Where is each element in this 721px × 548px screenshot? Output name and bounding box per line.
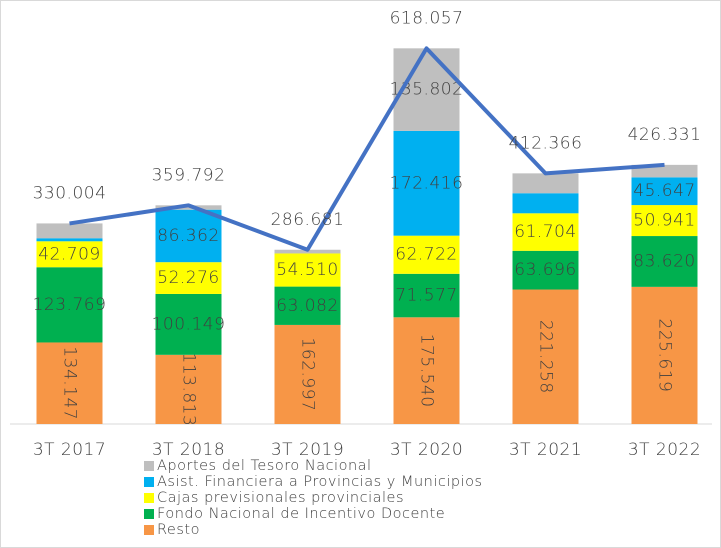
bar-segment: [274, 324, 341, 424]
legend-swatch: [144, 477, 154, 487]
x-tick-label: 3T 2022: [628, 440, 701, 460]
data-label: 123.769: [33, 295, 107, 315]
total-label: 286.681: [271, 210, 345, 230]
legend-swatch: [144, 461, 154, 471]
total-label: 359.792: [152, 165, 226, 185]
data-label: 175.540: [417, 334, 437, 408]
bar-segment: [393, 48, 460, 131]
legend-label: Fondo Nacional de Incentivo Docente: [157, 506, 445, 522]
bar-segment: [36, 238, 103, 242]
legend-label: Resto: [157, 522, 200, 538]
x-tick-label: 3T 2019: [271, 440, 344, 460]
bar-segment: [393, 317, 460, 424]
legend-label: Cajas previsionales provinciales: [157, 490, 404, 506]
bar-segment: [155, 205, 222, 210]
data-label: 162.997: [298, 338, 318, 412]
bar-segment: [393, 273, 460, 318]
total-label: 618.057: [390, 8, 464, 28]
data-label: 71.577: [395, 286, 457, 306]
x-tick-label: 3T 2020: [390, 440, 463, 460]
data-label: 54.510: [276, 260, 338, 280]
total-label: 330.004: [33, 183, 107, 203]
x-tick-label: 3T 2017: [33, 440, 106, 460]
bar-segment: [512, 193, 579, 214]
data-label: 61.704: [514, 222, 576, 242]
data-label: 134.147: [60, 346, 80, 420]
data-label: 86.362: [157, 226, 219, 246]
legend-swatch: [144, 509, 154, 519]
data-label: 225.619: [655, 319, 675, 393]
bar-segment: [631, 205, 698, 237]
bar-segment: [274, 286, 341, 325]
data-label: 45.647: [633, 181, 695, 201]
bar-segment: [512, 250, 579, 290]
bar-segment: [631, 177, 698, 206]
data-label: 172.416: [390, 173, 464, 193]
legend-swatch: [144, 525, 154, 535]
bar-segment: [36, 223, 103, 239]
data-label: 100.149: [152, 314, 226, 334]
bar-segment: [512, 289, 579, 424]
total-label: 412.366: [509, 133, 583, 153]
bar-segment: [393, 130, 460, 236]
legend-label: Asist. Financiera a Provincias y Municip…: [157, 474, 483, 490]
legend-swatch: [144, 493, 154, 503]
bar-segment: [155, 209, 222, 263]
data-label: 63.082: [276, 296, 338, 316]
bar-segment: [155, 262, 222, 294]
bar-segment: [393, 235, 460, 274]
x-tick-label: 3T 2018: [152, 440, 225, 460]
data-label: 63.696: [514, 260, 576, 280]
bar-segment: [36, 342, 103, 424]
data-label: 135.802: [390, 80, 464, 100]
bar-segment: [155, 354, 222, 424]
bar-segment: [155, 293, 222, 355]
data-label: 221.258: [536, 320, 556, 394]
bar-segment: [631, 286, 698, 424]
bar-segment: [274, 253, 341, 287]
bar-segment: [512, 213, 579, 251]
x-tick-label: 3T 2021: [509, 440, 582, 460]
total-label: 426.331: [628, 125, 702, 145]
bar-segment: [36, 267, 103, 343]
data-label: 42.709: [38, 244, 100, 264]
data-label: 83.620: [633, 251, 695, 271]
data-label: 62.722: [395, 245, 457, 265]
data-label: 113.813: [179, 353, 199, 427]
bar-segment: [36, 241, 103, 268]
bar-segment: [631, 236, 698, 287]
data-label: 52.276: [157, 268, 219, 288]
legend-label: Aportes del Tesoro Nacional: [157, 458, 372, 474]
total-line: [69, 46, 665, 252]
bar-segment: [512, 173, 579, 194]
data-label: 50.941: [633, 211, 695, 231]
